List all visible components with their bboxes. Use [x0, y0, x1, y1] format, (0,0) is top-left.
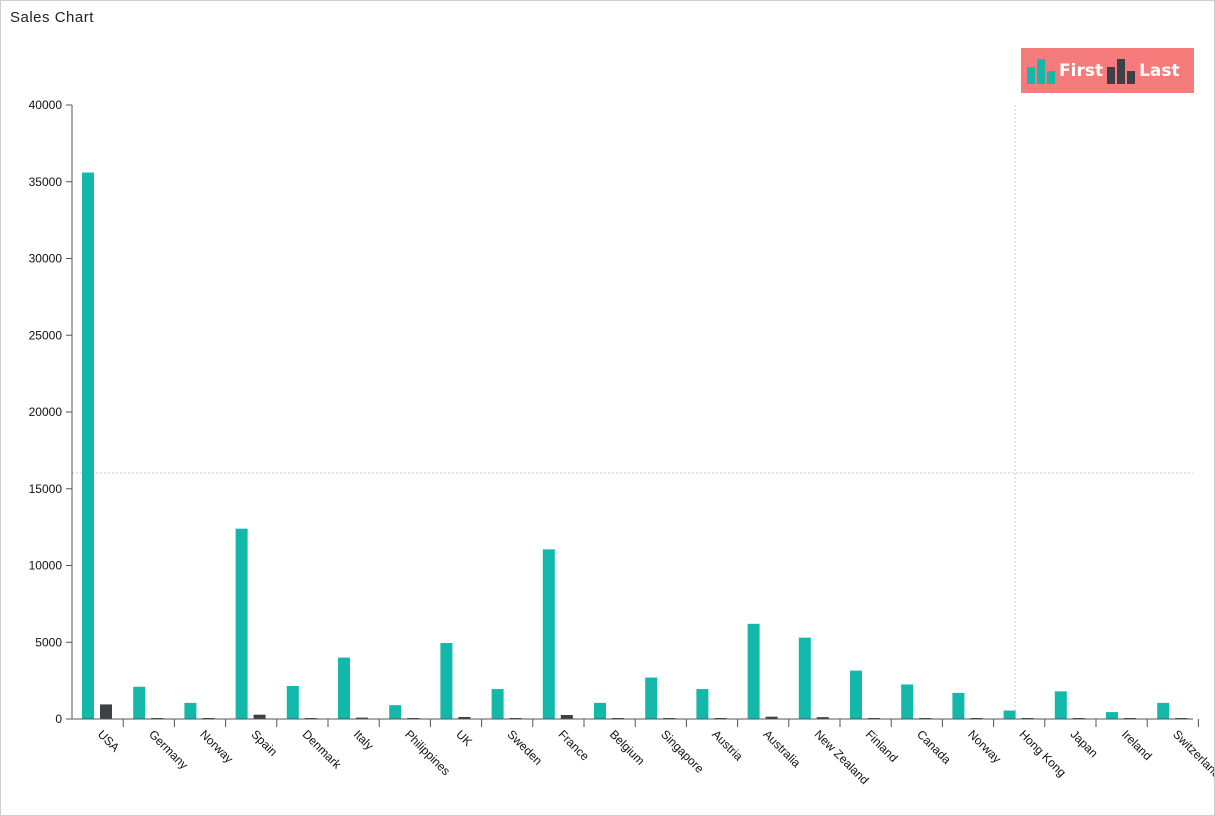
bar-first[interactable] — [798, 637, 811, 719]
x-tick-label: Norway — [197, 727, 236, 766]
bar-first[interactable] — [850, 670, 862, 719]
bar-first[interactable] — [235, 528, 248, 719]
x-tick-label: UK — [453, 727, 475, 749]
bar-chart-icon-last — [1107, 57, 1136, 84]
x-tick-label: Germany — [146, 727, 191, 772]
bar-last[interactable] — [560, 715, 573, 719]
bar-first[interactable] — [1054, 691, 1067, 719]
x-tick-label: Ireland — [1119, 727, 1155, 763]
x-tick-label: France — [556, 727, 593, 764]
chart-title: Sales Chart — [10, 9, 94, 26]
bar-last[interactable] — [458, 717, 471, 719]
bar-last[interactable] — [100, 704, 112, 719]
x-tick-label: Belgium — [607, 727, 648, 768]
x-tick-label: Finland — [863, 727, 901, 765]
bar-last[interactable] — [253, 714, 266, 719]
bar-first[interactable] — [338, 657, 350, 719]
y-tick-label: 40000 — [29, 98, 63, 112]
x-tick-label: Spain — [248, 727, 280, 759]
bar-first[interactable] — [389, 705, 402, 719]
y-tick-label: 30000 — [29, 252, 63, 266]
crosshair — [72, 105, 1193, 719]
y-tick-label: 15000 — [29, 482, 63, 496]
x-tick-label: Singapore — [658, 727, 707, 776]
bar-first[interactable] — [1157, 702, 1170, 719]
x-tick-label: Italy — [351, 727, 376, 752]
bars-group — [82, 172, 1188, 720]
legend-label-first[interactable]: First — [1059, 60, 1104, 81]
x-tick-label: Hong Kong — [1016, 727, 1068, 779]
x-tick-label: USA — [95, 727, 122, 754]
bar-first[interactable] — [440, 643, 453, 719]
axes-group: 0 5000 10000 15000 20000 25000 30000 35000 40000… — [29, 98, 1214, 787]
bar-first[interactable] — [645, 677, 658, 719]
x-tick-label: Japan — [1068, 727, 1101, 760]
x-tick-label: Australia — [760, 727, 803, 770]
bar-first[interactable] — [184, 702, 197, 719]
legend[interactable]: First Last — [1021, 48, 1194, 93]
x-tick-label: Sweden — [504, 727, 545, 768]
x-tick-label: Austria — [709, 727, 746, 764]
bar-first[interactable] — [542, 549, 555, 719]
bar-first[interactable] — [491, 689, 504, 719]
x-tick-label: Denmark — [300, 727, 345, 772]
bar-first[interactable] — [286, 685, 299, 719]
y-tick-label: 35000 — [29, 175, 63, 189]
x-tick-label: Philippines — [402, 727, 453, 778]
bar-first[interactable] — [82, 172, 94, 720]
bar-first[interactable] — [594, 702, 606, 719]
bar-chart-icon-first — [1027, 57, 1055, 84]
y-tick-label: 10000 — [29, 559, 63, 573]
legend-label-last[interactable]: Last — [1139, 60, 1180, 81]
bar-first[interactable] — [747, 623, 760, 719]
x-tick-label: Switzerland — [1170, 727, 1214, 781]
bar-last[interactable] — [356, 717, 368, 719]
bar-last[interactable] — [765, 716, 778, 719]
y-tick-label: 0 — [55, 712, 62, 726]
y-tick-label: 20000 — [29, 405, 63, 419]
bar-first[interactable] — [952, 692, 965, 719]
x-tick-label: Norway — [965, 727, 1004, 766]
x-tick-label: Canada — [914, 727, 954, 767]
y-tick-label: 25000 — [29, 328, 63, 342]
bar-first[interactable] — [1003, 710, 1016, 719]
bar-first[interactable] — [1106, 712, 1118, 719]
bar-last[interactable] — [816, 717, 829, 719]
y-tick-label: 5000 — [35, 635, 62, 649]
bar-first[interactable] — [696, 689, 709, 719]
bar-first[interactable] — [901, 684, 914, 719]
bar-first[interactable] — [133, 686, 146, 719]
